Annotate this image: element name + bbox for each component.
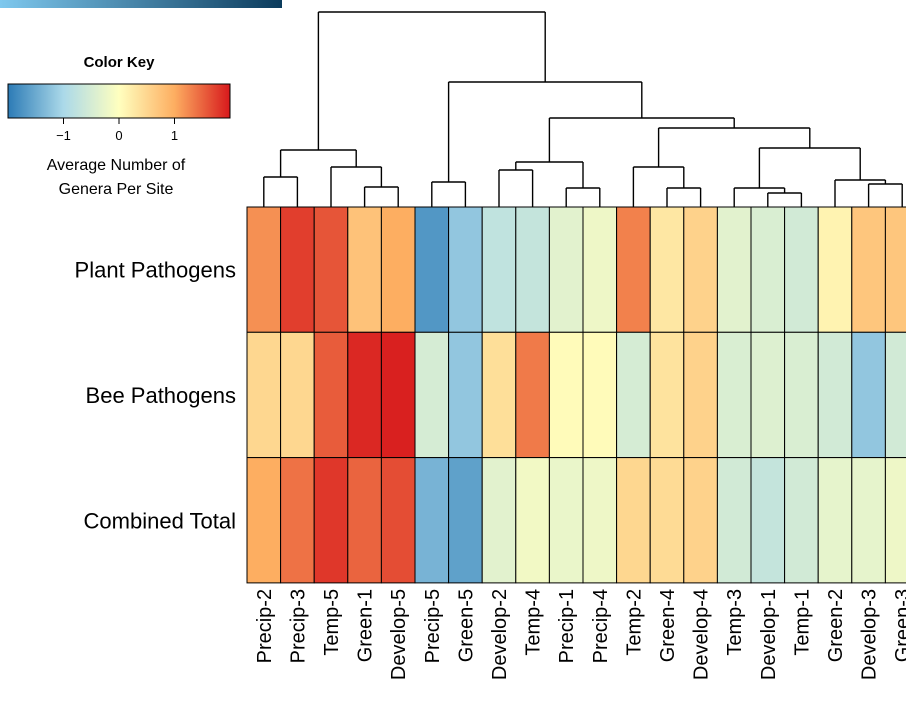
heatmap-cell <box>481 457 517 584</box>
heatmap-cell <box>347 206 382 333</box>
heatmap-cell <box>817 457 853 584</box>
heatmap-cell <box>716 457 752 584</box>
heatmap-cell <box>750 457 786 584</box>
row-label: Plant Pathogens <box>75 258 236 283</box>
color-key-gradient <box>7 83 231 119</box>
column-label: Precip-3 <box>287 589 309 663</box>
heatmap-cell <box>280 331 315 459</box>
row-label: Bee Pathogens <box>86 383 236 408</box>
heatmap-cell <box>313 206 349 333</box>
column-label: Develop-1 <box>758 589 780 680</box>
column-label: Develop-4 <box>691 589 713 680</box>
column-label: Develop-3 <box>859 589 881 680</box>
heatmap-cell <box>246 331 282 459</box>
column-label: Green-2 <box>825 589 847 662</box>
column-labels: Precip-2 Precip-3 Temp-5 Green-1 Develop-5 Pr… <box>254 589 906 680</box>
heatmap-cell <box>380 331 416 459</box>
heatmap-cell <box>280 457 315 584</box>
heatmap-cell <box>414 331 450 459</box>
column-label: Precip-4 <box>590 589 612 663</box>
heatmap-cell <box>716 331 752 459</box>
heatmap-cell <box>616 206 651 333</box>
heatmap-cell <box>716 206 752 333</box>
heatmap-cell <box>448 457 483 584</box>
heatmap-cell <box>414 206 450 333</box>
column-label: Green-5 <box>455 589 477 662</box>
heatmap-cell <box>380 206 416 333</box>
heatmap-cell <box>649 457 685 584</box>
column-label: Temp-3 <box>724 589 746 656</box>
heatmap-cell <box>784 206 819 333</box>
heatmap-cell <box>246 206 282 333</box>
column-label: Temp-4 <box>523 589 545 656</box>
column-label: Green-4 <box>657 589 679 662</box>
heatmap-cell <box>414 457 450 584</box>
heatmap-cell <box>616 331 651 459</box>
color-key-label-line1: Average Number of <box>47 157 186 174</box>
heatmap-cell <box>784 331 819 459</box>
color-key-tick-label: 1 <box>171 128 178 143</box>
heatmap-cell <box>515 457 550 584</box>
heatmap-cell <box>784 457 819 584</box>
heatmap-cell <box>548 331 584 459</box>
column-label: Develop-5 <box>388 589 410 680</box>
heatmap-cell <box>851 206 886 333</box>
heatmap-cell <box>246 457 282 584</box>
column-dendrogram <box>263 11 903 207</box>
heatmap-cell <box>515 206 550 333</box>
heatmap-cell <box>884 206 906 333</box>
heatmap-cell <box>313 457 349 584</box>
heatmap-cell <box>851 457 886 584</box>
heatmap-cell <box>347 457 382 584</box>
heatmap-cell <box>582 331 618 459</box>
heatmap-cell <box>280 206 315 333</box>
color-key-label-line2: Genera Per Site <box>59 181 174 198</box>
column-label: Temp-2 <box>623 589 645 656</box>
column-label: Precip-5 <box>422 589 444 663</box>
heatmap-cell <box>582 457 618 584</box>
heatmap-cell <box>884 457 906 584</box>
column-label: Temp-1 <box>791 589 813 656</box>
column-label: Temp-5 <box>321 589 343 656</box>
column-label: Develop-2 <box>489 589 511 680</box>
color-key-tick-label: 0 <box>115 128 122 143</box>
heatmap-cell <box>313 331 349 459</box>
heatmap-cell <box>582 206 618 333</box>
color-key-title: Color Key <box>84 54 156 71</box>
heatmap-cell <box>851 331 886 459</box>
color-key: Color Key −1 0 1 Average Number of Genera … <box>7 54 231 198</box>
color-key-tick-label: −1 <box>56 128 71 143</box>
heatmap-cell <box>884 331 906 459</box>
heatmap-cell <box>380 457 416 584</box>
row-label: Combined Total <box>84 508 236 533</box>
heatmap-cell <box>649 206 685 333</box>
header-strip <box>0 0 282 8</box>
heatmap-cell <box>683 206 718 333</box>
heatmap-cell <box>750 331 786 459</box>
column-label: Green-1 <box>355 589 377 662</box>
heatmap-cell <box>548 457 584 584</box>
row-labels: Plant Pathogens Bee Pathogens Combined Tot… <box>75 258 236 534</box>
heatmap-cell <box>481 331 517 459</box>
heatmap-cell <box>683 457 718 584</box>
heatmap-cell <box>515 331 550 459</box>
heatmap-cell <box>683 331 718 459</box>
heatmap-cell <box>481 206 517 333</box>
heatmap-cell <box>548 206 584 333</box>
heatmap-cell <box>817 206 853 333</box>
heatmap-cell <box>817 331 853 459</box>
heatmap-cell <box>616 457 651 584</box>
heatmap-cell <box>649 331 685 459</box>
heatmap-cells <box>246 206 906 584</box>
heatmap-cell <box>448 331 483 459</box>
heatmap-cell <box>347 331 382 459</box>
color-key-ticks: −1 0 1 <box>56 118 178 143</box>
column-label: Precip-1 <box>556 589 578 663</box>
column-label: Precip-2 <box>254 589 276 663</box>
column-label: Green-3 <box>892 589 906 662</box>
heatmap-cell <box>448 206 483 333</box>
heatmap-cell <box>750 206 786 333</box>
